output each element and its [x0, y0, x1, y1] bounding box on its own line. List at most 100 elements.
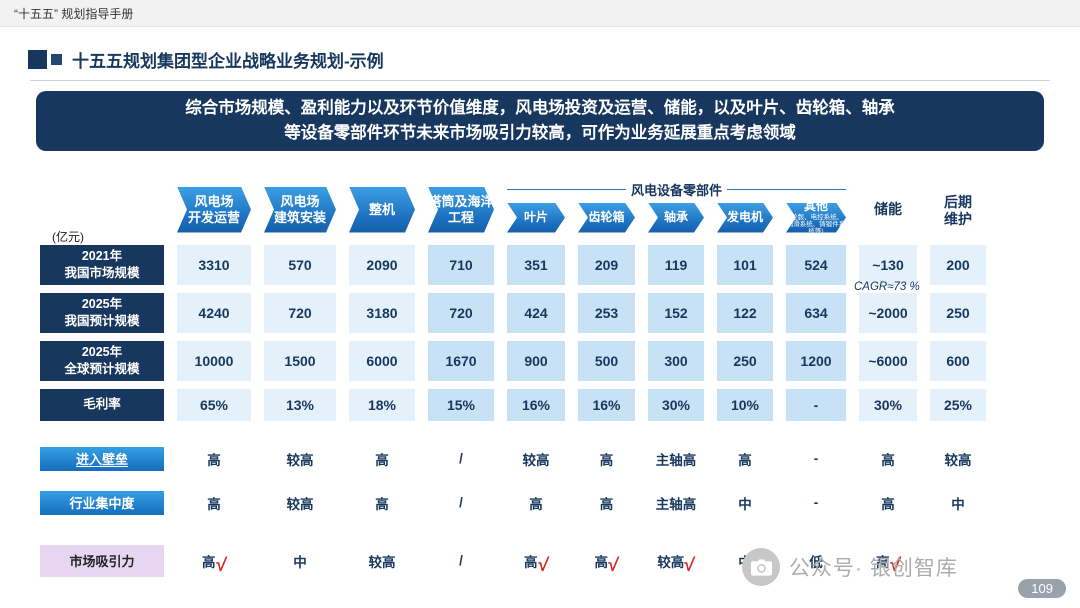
row-label: 2025年 我国预计规模 [40, 292, 164, 333]
page-title: 十五五规划集团型企业战略业务规划-示例 [72, 52, 384, 71]
table-cell: 2090 [349, 244, 415, 285]
table-cell: 高 √ [594, 554, 620, 577]
table-cell: 500 [578, 340, 635, 381]
table-cell: 3180 [349, 292, 415, 333]
table-cell: 中 [738, 496, 752, 512]
table-cell: 16% [507, 388, 565, 421]
table-cell: 570 [264, 244, 336, 285]
table-cell: 中 [293, 554, 307, 570]
table-cell: 4240 [177, 292, 251, 333]
table-cell: 250 [717, 340, 773, 381]
check-icon: √ [536, 554, 550, 577]
table-cell: 600 [930, 340, 986, 381]
table-cell: 高 [599, 496, 614, 512]
table-cell: 高 √ [202, 554, 228, 577]
table-cell: 高 [738, 452, 752, 468]
table-cell: 13% [264, 388, 336, 421]
column-header-bearing: 轴承 [648, 203, 704, 233]
column-header-other: 其他 (轮毂、电控系统、润滑系统、铸锻件系统等) [786, 198, 846, 235]
table-cell: 较高 [286, 496, 314, 512]
title-square-large [28, 50, 47, 69]
table-cell: 高 [529, 496, 543, 512]
table-cell: 高 √ [876, 554, 902, 577]
unit-label: (亿元) [52, 229, 84, 244]
table-cell: 高 [207, 452, 221, 468]
table-cell: 高 [599, 452, 614, 468]
table-cell: 1200 [786, 340, 846, 381]
watermark: 公众号· 银创智库 [742, 548, 958, 586]
components-subcolumns: 叶片 齿轮箱 轴承 发电机 其他 (轮毂、电控系统、润滑系统、铸锻件系统等) [507, 203, 846, 233]
page-number-badge: 109 [1018, 579, 1066, 598]
column-header-tower-marine: 塔筒及海洋 工程 [428, 187, 494, 233]
title-square-small [51, 54, 62, 65]
table-cell: / [459, 495, 463, 510]
cagr-annotation: CAGR≈73 % [854, 280, 920, 293]
assessment-label: 市场吸引力 [40, 544, 164, 577]
group-bracket-line-left [507, 188, 626, 190]
table-cell: 18% [349, 388, 415, 421]
table-cell: 高 [881, 496, 895, 512]
document-header-bar: “十五五” 规划指导手册 [0, 0, 1080, 27]
assessment-row-industry-concentration: 行业集中度 高 较高 高 / 高 高 主轴高 中 - 高 中 [40, 490, 1040, 515]
table-cell: 16% [578, 388, 635, 421]
table-cell: 424 [507, 292, 565, 333]
row-label: 2025年 全球预计规模 [40, 340, 164, 381]
table-cell: 1670 [428, 340, 494, 381]
column-header-later-maintenance: 后期 维护 [944, 193, 972, 228]
column-header-wind-farm-development: 风电场 开发运营 [177, 187, 251, 233]
table-cell: - [813, 451, 819, 466]
table-cell: 710 [428, 244, 494, 285]
table-cell: 高 √ [524, 554, 550, 577]
market-table: (亿元) 风电场 开发运营 风电场 建筑安装 整机 塔筒及海洋 工程 风电设备零… [40, 171, 1040, 577]
table-cell: 高 [375, 496, 389, 512]
table-cell: 209 [578, 244, 635, 285]
column-header-whole-machine: 整机 [349, 187, 415, 233]
table-cell: - [813, 495, 819, 510]
table-cell: 634 [786, 292, 846, 333]
table-row: 2025年 我国预计规模 4240 720 3180 720 424 253 1… [40, 292, 1040, 333]
check-icon: √ [606, 554, 620, 577]
column-header-generator: 发电机 [717, 203, 773, 233]
table-cell: 253 [578, 292, 635, 333]
column-header-energy-storage: 储能 [874, 200, 902, 217]
table-row: 2025年 全球预计规模 10000 1500 6000 1670 900 50… [40, 340, 1040, 381]
assessment-label: 进入壁垒 [40, 446, 164, 471]
table-cell: 524 [786, 244, 846, 285]
camera-icon [742, 548, 780, 586]
table-cell: 119 [648, 244, 704, 285]
group-bracket-line-right [727, 188, 847, 190]
other-components-note: (轮毂、电控系统、润滑系统、铸锻件系统等) [786, 213, 846, 235]
table-cell: 3310 [177, 244, 251, 285]
table-cell: 较高 [522, 452, 550, 468]
table-cell: 720 [264, 292, 336, 333]
table-cell: 主轴高 [655, 496, 697, 512]
table-cell: - [786, 388, 846, 421]
table-cell: 200 [930, 244, 986, 285]
table-cell: 较高 √ [657, 554, 696, 577]
watermark-text: 公众号· 银创智库 [789, 557, 958, 580]
table-cell: 351 [507, 244, 565, 285]
table-cell: 高 [207, 496, 221, 512]
table-cell: / [459, 553, 463, 568]
components-group-label: 风电设备零部件 [631, 182, 723, 198]
banner-line-2: 等设备零部件环节未来市场吸引力较高，可作为业务延展重点考虑领域 [284, 123, 796, 142]
table-cell: 高 [881, 452, 895, 468]
table-cell: 高 [375, 452, 389, 468]
table-header-row: (亿元) 风电场 开发运营 风电场 建筑安装 整机 塔筒及海洋 工程 风电设备零… [40, 171, 1040, 244]
components-group: 风电设备零部件 叶片 齿轮箱 轴承 发电机 [507, 180, 847, 237]
table-cell: 较高 [368, 554, 396, 570]
table-cell: 250 [930, 292, 986, 333]
table-cell: 6000 [349, 340, 415, 381]
table-cell: 主轴高 [655, 452, 697, 468]
row-label: 2021年 我国市场规模 [40, 244, 164, 285]
table-cell: 30% [859, 388, 917, 421]
table-cell: 10% [717, 388, 773, 421]
table-cell: / [459, 451, 463, 466]
table-cell: ~6000 [859, 340, 917, 381]
check-icon: √ [683, 554, 696, 577]
table-cell: 较高 [286, 452, 314, 468]
title-row: 十五五规划集团型企业战略业务规划-示例 [28, 47, 1080, 72]
table-row: 2021年 我国市场规模 3310 570 2090 710 351 209 1… [40, 244, 1040, 285]
column-header-blades: 叶片 [507, 203, 565, 233]
